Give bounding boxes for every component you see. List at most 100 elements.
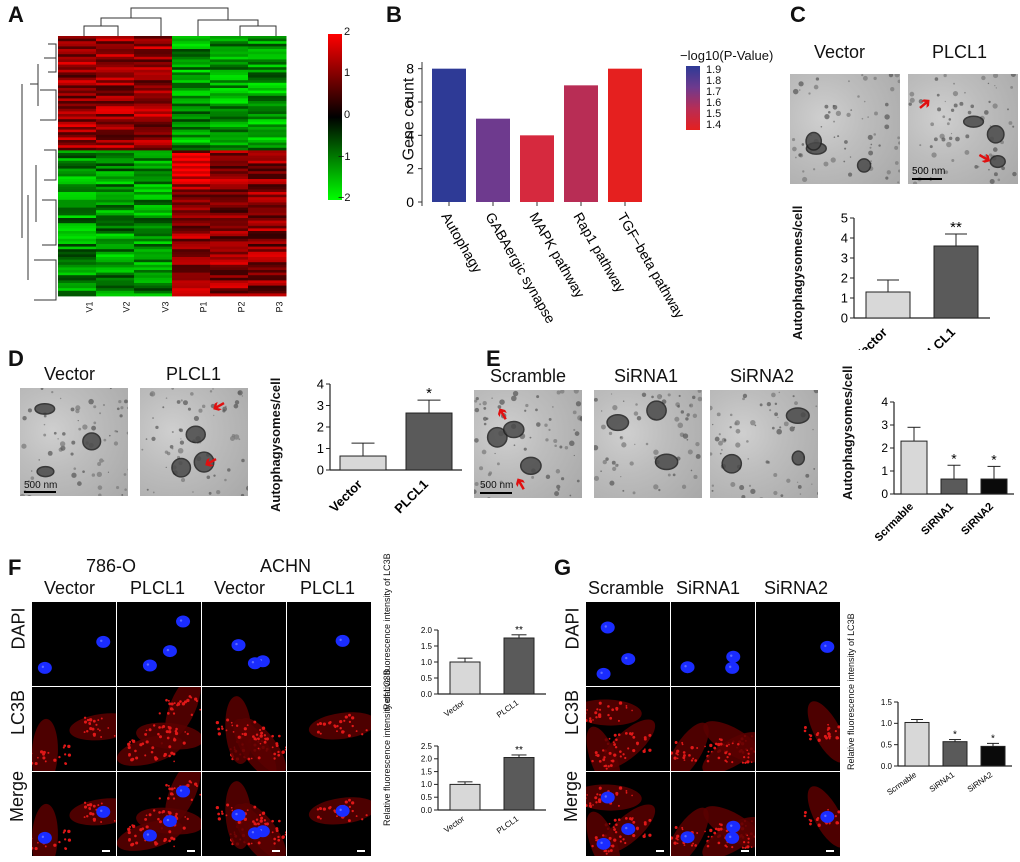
heatmap-cell [210,225,249,229]
heatmap-cell [210,280,249,284]
heatmap-cell [134,285,173,289]
heatmap-cell [248,142,287,146]
heatmap-cell [210,160,249,164]
heatmap-cell [96,134,135,138]
heatmap-cell [248,88,287,91]
heatmap-cell [248,288,287,292]
heatmap-cell [58,88,97,91]
heatmap-cell [134,95,173,99]
heatmap-cell [210,124,249,128]
scale-bar [480,492,512,494]
column-label: SiRNA1 [676,578,741,598]
heatmap-cell [58,145,97,149]
y-tick-label: 3 [317,398,324,413]
heatmap-cell [210,54,249,58]
heatmap-cell [172,223,211,227]
heatmap-cell [134,280,173,284]
heatmap-cell [248,283,287,286]
em-texture [474,390,582,498]
dapi-image [586,602,670,686]
heatmap-cell [248,41,287,45]
heatmap-cell [248,197,287,201]
y-tick-label: 1.5 [421,767,433,776]
heatmap-cell [134,212,173,216]
heatmap-cell [248,192,287,195]
heatmap-cell [96,189,135,193]
heatmap-cell [96,153,135,156]
heatmap-cell [172,158,211,162]
lc3b-image [117,687,201,771]
em-texture [594,390,702,495]
merge-image [202,772,286,856]
cell-line-label: ACHN [260,556,312,576]
heatmap-cell [134,186,173,190]
heatmap-cell [172,75,211,78]
heatmap-cell [96,171,135,175]
heatmap-cell [172,277,211,281]
y-tick-label: 0.5 [421,793,433,802]
heatmap-cell [58,67,97,71]
heatmap-cell [96,98,135,102]
heatmap-cell [96,236,135,240]
heatmap-cell [248,236,287,240]
heatmap-cell [172,56,211,60]
heatmap-cell [172,218,211,221]
column-label: Scramble [588,578,665,598]
heatmap-cell [172,264,211,268]
heatmap-cell [172,38,211,42]
heatmap-cell [96,111,135,115]
heatmap-cell [248,124,287,128]
dapi-image [287,602,371,686]
heatmap-cell [134,262,173,266]
heatmap-cell [134,93,173,97]
bar [449,661,481,695]
heatmap-cell [248,129,287,133]
heatmap-cell [134,194,173,198]
heatmap-cell [172,280,211,284]
heatmap-cell [248,267,287,271]
heatmap-cell [96,288,135,292]
heatmap-cell [210,262,249,266]
heatmap-cell [134,101,173,104]
significance-marker: ** [515,625,523,636]
heatmap-cell [248,220,287,224]
chart-f2-ylabel: Relative fluorescence intensity of LC3B [382,669,392,826]
heatmap-cell [58,249,97,253]
lc3b-image [202,687,286,771]
y-tick-label: 0.0 [421,806,433,815]
heatmap-cell [172,186,211,190]
heatmap-cell [210,103,249,107]
heatmap-cell [58,59,97,63]
heatmap-cell [134,111,173,115]
heatmap-cell [172,49,211,52]
heatmap-cell [248,293,287,297]
dapi-image [202,602,286,686]
y-tick-label: 0 [406,194,414,210]
heatmap-cell [248,137,287,141]
heatmap-cell [172,147,211,151]
heatmap-cell [172,228,211,232]
heatmap-cell [134,283,173,286]
heatmap-cell [58,173,97,177]
y-tick-label: 4 [317,377,324,392]
heatmap-cell [96,137,135,141]
legend-colorbar [686,66,700,130]
heatmap-cell [134,236,173,240]
bar [503,757,535,811]
y-tick-label: 2 [841,271,848,286]
heatmap-cell [134,270,173,273]
scale-bar [102,850,110,852]
heatmap-cell [248,259,287,263]
heatmap-cell [172,67,211,71]
heatmap-cell [96,228,135,232]
heatmap-cell [210,90,249,94]
heatmap-cell [248,98,287,102]
heatmap-cell [248,127,287,130]
y-tick-label: 2 [881,441,888,455]
heatmap-cell [134,215,173,219]
heatmap-cell [134,267,173,271]
heatmap-cell [210,85,249,89]
heatmap-cell [172,62,211,65]
heatmap-cell [58,194,97,198]
heatmap-cell [96,254,135,258]
